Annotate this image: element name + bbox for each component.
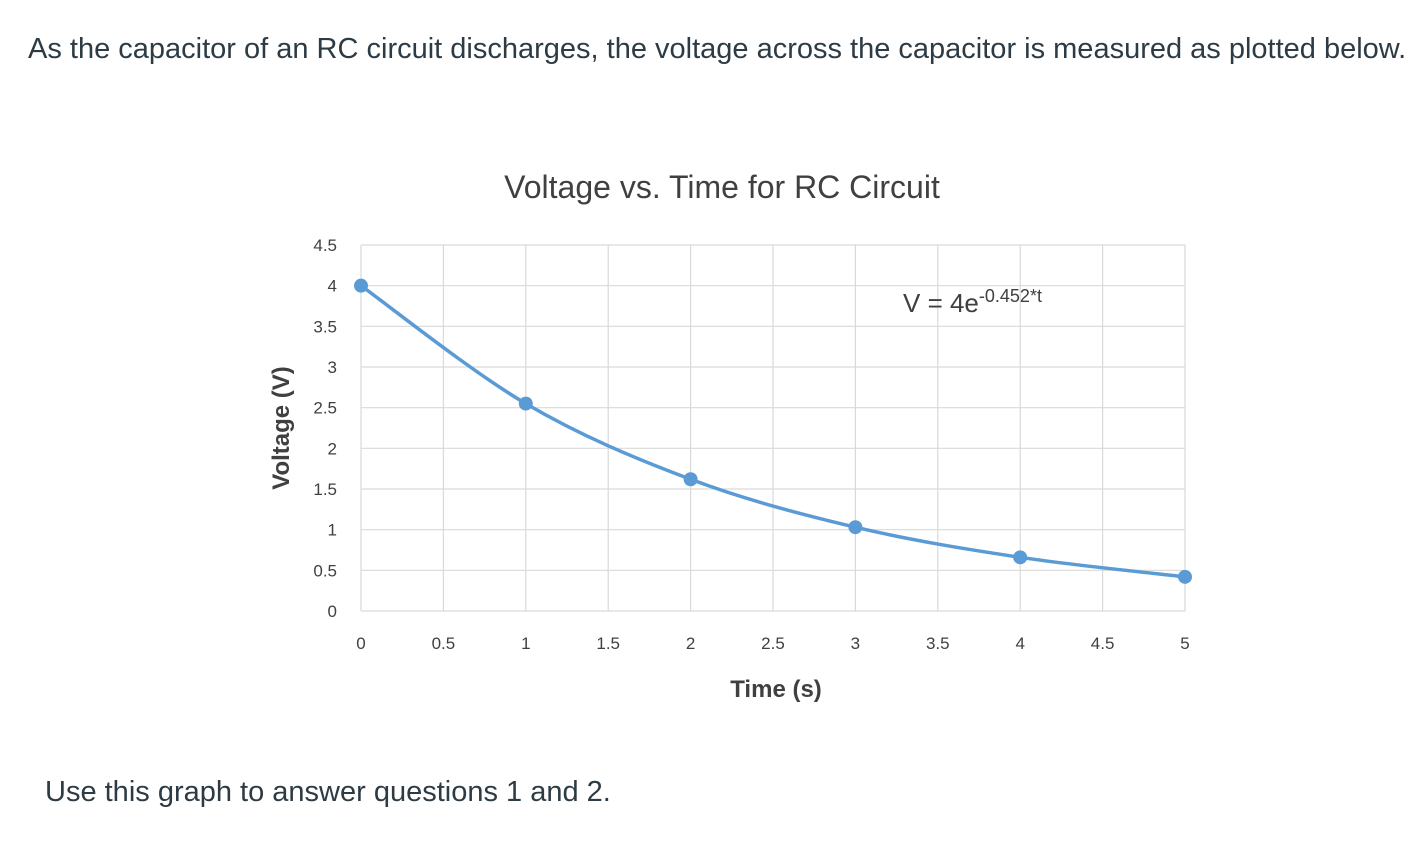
x-tick-label: 4: [1015, 634, 1024, 653]
y-tick-label: 4.5: [313, 236, 337, 255]
y-tick-label: 2: [328, 439, 337, 458]
equation-exponent: -0.452*t: [979, 286, 1042, 306]
y-tick-label: 2.5: [313, 399, 337, 418]
y-axis-label: Voltage (V): [268, 366, 295, 490]
outro-text: Use this graph to answer questions 1 and…: [45, 776, 611, 808]
trendline-equation: V = 4e-0.452*t: [903, 286, 1042, 318]
y-tick-label: 3: [328, 358, 337, 377]
x-tick-label: 2: [686, 634, 695, 653]
x-tick-label: 5: [1180, 634, 1189, 653]
y-tick-label: 4: [328, 277, 337, 296]
chart-container: 0 0.5 1 1.5 2 2.5 3 3.5 4 4.5 5 0 0.5 1 1.5 2 2.5 3 3.5 4 4.…: [0, 150, 1426, 730]
grid: [360, 244, 1186, 612]
y-tick-label: 3.5: [313, 317, 337, 336]
curve: [359, 284, 1186, 579]
x-tick-label: 3.5: [926, 634, 950, 653]
data-point: [848, 520, 863, 535]
data-point: [683, 472, 698, 487]
y-tick-label: 0: [328, 602, 337, 621]
x-tick-label: 1.5: [596, 634, 620, 653]
data-point: [1013, 550, 1028, 565]
equation-base: V = 4e: [903, 288, 979, 318]
y-tick-label: 0.5: [313, 561, 337, 580]
data-point: [354, 278, 368, 293]
x-axis-label: Time (s): [730, 676, 822, 703]
intro-text: As the capacitor of an RC circuit discha…: [28, 33, 1407, 65]
x-tick-label: 4.5: [1091, 634, 1115, 653]
chart-title: Voltage vs. Time for RC Circuit: [504, 169, 940, 205]
y-tick-label: 1: [328, 521, 337, 540]
x-tick-label: 3: [851, 634, 860, 653]
x-tick-label: 0: [356, 634, 365, 653]
data-point: [1178, 569, 1192, 584]
x-tick-label: 1: [521, 634, 530, 653]
x-tick-label: 0.5: [432, 634, 456, 653]
data-point: [518, 396, 533, 411]
series-line: [359, 284, 1186, 579]
data-points: [354, 278, 1192, 584]
x-tick-label: 2.5: [761, 634, 785, 653]
y-tick-label: 1.5: [313, 480, 337, 499]
tick-labels: 0 0.5 1 1.5 2 2.5 3 3.5 4 4.5 5 0 0.5 1 1.5 2 2.5 3 3.5 4 4.…: [313, 236, 1189, 653]
voltage-time-chart: 0 0.5 1 1.5 2 2.5 3 3.5 4 4.5 5 0 0.5 1 1.5 2 2.5 3 3.5 4 4.…: [268, 169, 1192, 703]
